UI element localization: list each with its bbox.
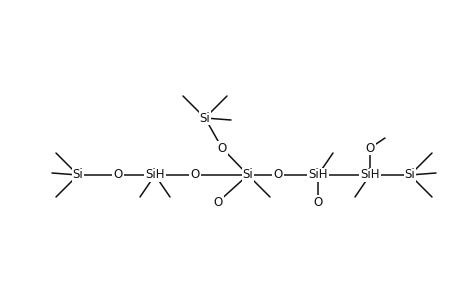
Text: O: O [313, 196, 322, 208]
Text: O: O [273, 169, 282, 182]
Text: O: O [190, 169, 199, 182]
Text: O: O [364, 142, 374, 154]
Text: Si: Si [73, 169, 83, 182]
Text: SiH: SiH [308, 169, 327, 182]
Text: O: O [213, 196, 222, 208]
Text: Si: Si [242, 169, 253, 182]
Text: O: O [113, 169, 123, 182]
Text: O: O [217, 142, 226, 154]
Text: Si: Si [404, 169, 414, 182]
Text: SiH: SiH [359, 169, 379, 182]
Text: SiH: SiH [145, 169, 164, 182]
Text: Si: Si [199, 112, 210, 124]
